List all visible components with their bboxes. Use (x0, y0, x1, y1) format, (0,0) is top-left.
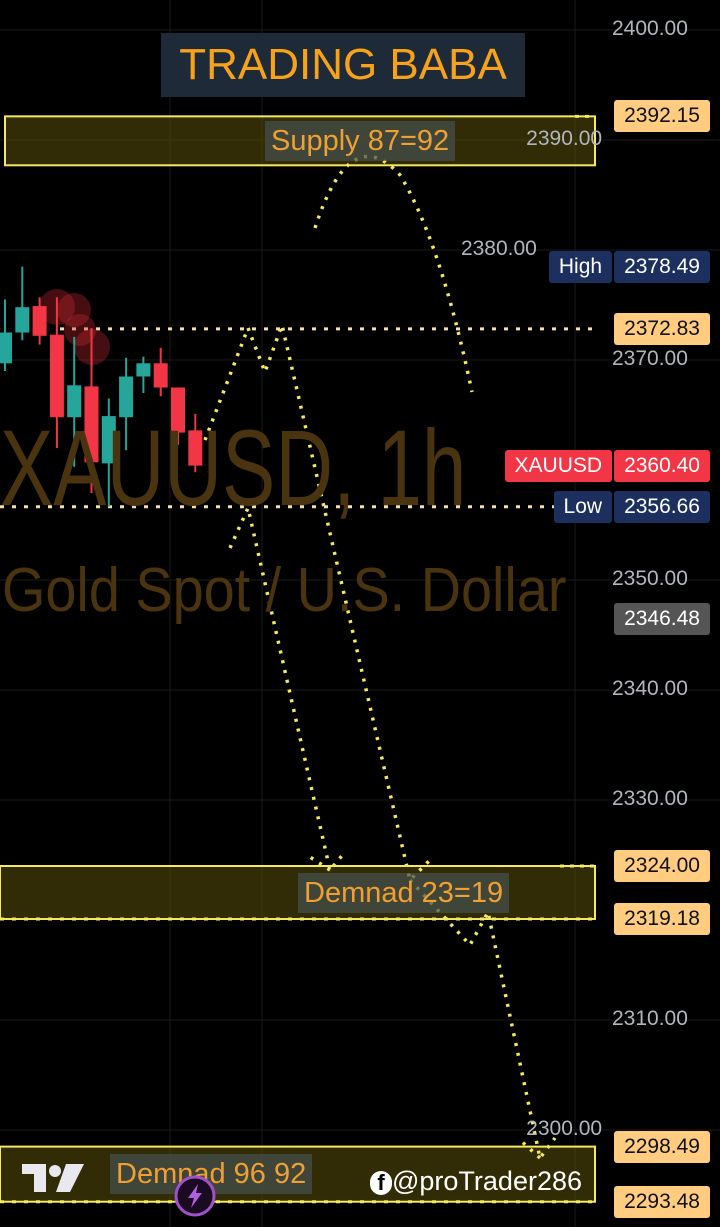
candle-body[interactable] (153, 363, 168, 388)
price-tag: 2346.48 (614, 602, 710, 635)
price-tag-value: 2293.48 (614, 1185, 710, 1218)
price-tag-value: 2372.83 (614, 312, 710, 345)
price-tag-label: Low (553, 490, 613, 523)
lightning-icon[interactable] (173, 1174, 217, 1218)
price-tag: Low 2356.66 (553, 490, 710, 523)
axis-tick-label: 2370.00 (612, 347, 688, 370)
projection-path-2[interactable] (228, 502, 347, 874)
price-tag: 2324.00 (614, 850, 710, 882)
axis-tick-label: 2380.00 (460, 237, 537, 260)
candle-body[interactable] (32, 306, 47, 336)
price-tag: 2293.48 (614, 1185, 710, 1218)
candle-body[interactable] (67, 385, 82, 418)
watermark-description: Gold Spot / U.S. Dollar (2, 556, 567, 625)
axis-tick-label: 2400.00 (612, 17, 688, 40)
highlight-circles (39, 289, 110, 365)
credit-text: @proTrader286 (392, 1166, 583, 1196)
facebook-icon: f (370, 1171, 392, 1195)
price-tag-value: 2346.48 (614, 602, 710, 635)
zone-label: Demnad 23=19 (298, 872, 510, 913)
price-tag-value: 2298.49 (614, 1130, 710, 1163)
credit-watermark: f @proTrader286 (370, 1166, 582, 1197)
tradingview-logo[interactable] (20, 1160, 88, 1196)
projection-arc[interactable] (313, 154, 474, 393)
price-tag: 2319.18 (614, 903, 710, 936)
price-tag-value: 2378.49 (614, 250, 710, 283)
candle-body[interactable] (84, 386, 99, 463)
price-tag-value: 2392.15 (614, 100, 710, 133)
price-tag: XAUUSD 2360.40 (504, 449, 710, 482)
price-tag-value: 2319.18 (614, 903, 710, 936)
price-tag: High 2378.49 (548, 250, 710, 283)
price-tag-label: XAUUSD (504, 449, 613, 482)
candle-body[interactable] (171, 387, 185, 433)
candle-body[interactable] (0, 332, 12, 364)
candle-body[interactable] (15, 307, 30, 333)
price-tag-value: 2324.00 (614, 850, 710, 882)
candle-body[interactable] (119, 376, 134, 418)
axis-tick-label: 2300.00 (526, 1117, 603, 1140)
price-tag-value: 2356.66 (614, 490, 710, 523)
price-tag-value: 2360.40 (614, 449, 710, 482)
axis-tick-label: 2330.00 (612, 787, 688, 810)
price-tag-label: High (548, 250, 613, 283)
price-tag: 2298.49 (614, 1130, 710, 1163)
candle-body[interactable] (101, 416, 116, 464)
candle-body[interactable] (188, 430, 203, 466)
axis-tick-label: 2390.00 (526, 127, 603, 150)
candle-body[interactable] (136, 363, 151, 377)
axis-tick-label: 2340.00 (612, 677, 688, 700)
price-tag: 2372.83 (614, 312, 710, 345)
candle-body[interactable] (49, 334, 64, 418)
axis-tick-label: 2310.00 (612, 1007, 688, 1030)
price-tag: 2392.15 (614, 100, 710, 133)
axis-tick-label: 2350.00 (612, 567, 688, 590)
trend-drawings[interactable] (203, 154, 557, 1163)
channel-logo: TRADING BABA (161, 33, 525, 97)
zone-label: Supply 87=92 (265, 120, 456, 161)
zone-label: Demnad 96 92 (110, 1154, 313, 1195)
watermark-symbol: XAUUSD, 1h (0, 407, 467, 528)
